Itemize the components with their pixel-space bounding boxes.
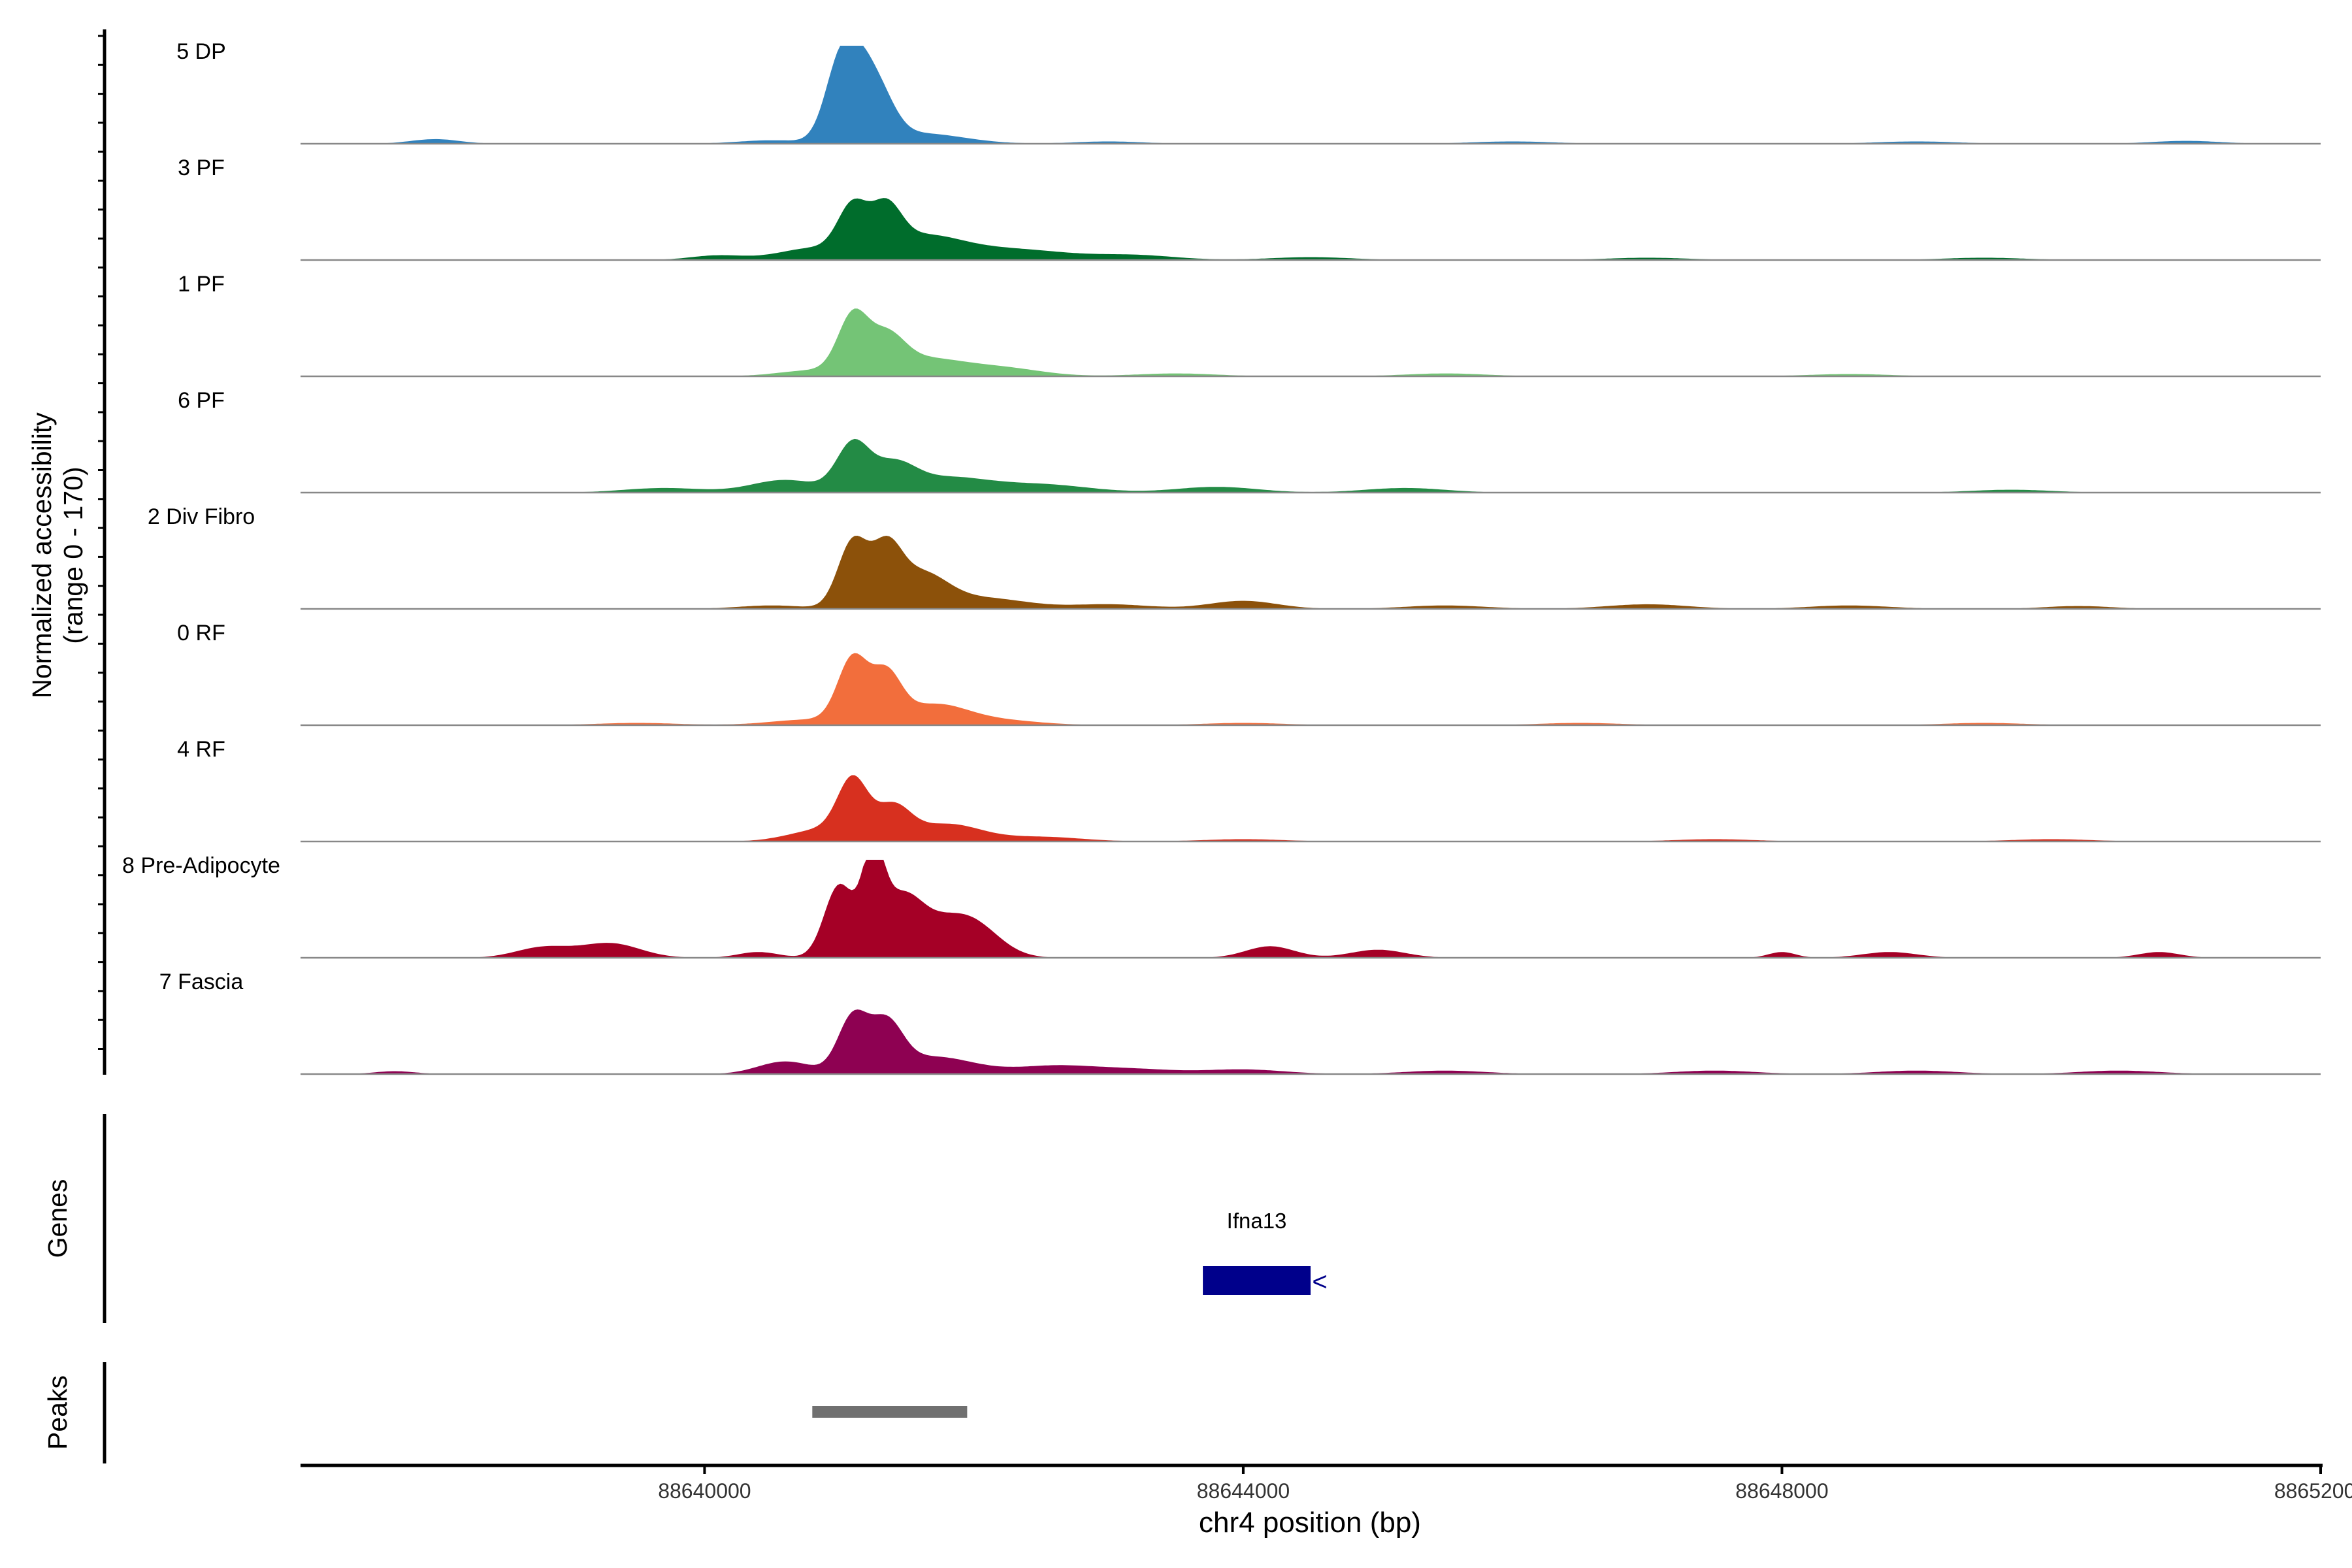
genes-panel-label: Genes: [42, 1179, 73, 1258]
x-axis-title: chr4 position (bp): [1199, 1507, 1421, 1539]
track-label: 0 RF: [177, 621, 225, 645]
track-area: [301, 775, 2321, 841]
track-label: 2 Div Fibro: [148, 504, 255, 529]
track: 1 PF: [178, 272, 2321, 378]
track-label: 5 DP: [176, 39, 226, 64]
gene-annotations: < Ifna13: [1203, 1209, 1328, 1296]
track: 8 Pre-Adipocyte: [122, 853, 2321, 959]
track: 7 Fascia: [159, 970, 2321, 1075]
y-axis-ticks: [98, 35, 105, 1050]
coverage-tracks: 5 DP 3 PF 1 PF 6 PF 2 Div Fibro 0 RF 4 RF 8 Pre…: [122, 39, 2321, 1075]
peak-regions: [812, 1406, 968, 1418]
track: 0 RF: [177, 621, 2321, 727]
x-tick-label: 88640000: [658, 1479, 751, 1503]
peak-bar: [812, 1406, 968, 1418]
track: 6 PF: [178, 388, 2321, 494]
x-tick-label: 88648000: [1735, 1479, 1828, 1503]
gene-label: Ifna13: [1227, 1209, 1287, 1233]
track: 2 Div Fibro: [148, 504, 2321, 610]
track-area: [301, 653, 2321, 725]
peaks-panel-label: Peaks: [42, 1375, 73, 1450]
track-label: 4 RF: [177, 737, 225, 762]
track: 3 PF: [178, 155, 2321, 261]
track-area: [301, 860, 2321, 958]
track-area: [301, 1009, 2321, 1074]
track-label: 3 PF: [178, 155, 225, 180]
x-axis-ticks: 88640000 88644000 88648000 88652000: [658, 1465, 2352, 1503]
track: 5 DP: [176, 39, 2321, 145]
track-label: 6 PF: [178, 388, 225, 413]
track-area: [301, 308, 2321, 376]
y-axis-title: Normalized accessibility: [27, 412, 57, 698]
track-area: [301, 536, 2321, 609]
track-area: [301, 198, 2321, 260]
x-tick-label: 88652000: [2274, 1479, 2352, 1503]
y-axis-subtitle: (range 0 - 170): [58, 466, 88, 644]
track-label: 8 Pre-Adipocyte: [122, 853, 280, 878]
track-area: [301, 438, 2321, 493]
x-tick-label: 88644000: [1197, 1479, 1290, 1503]
track-label: 7 Fascia: [159, 970, 244, 994]
track: 4 RF: [177, 737, 2321, 843]
gene-exon: [1203, 1266, 1311, 1295]
gene-strand-arrow: <: [1312, 1267, 1327, 1296]
track-label: 1 PF: [178, 272, 225, 297]
track-area: [301, 46, 2321, 144]
